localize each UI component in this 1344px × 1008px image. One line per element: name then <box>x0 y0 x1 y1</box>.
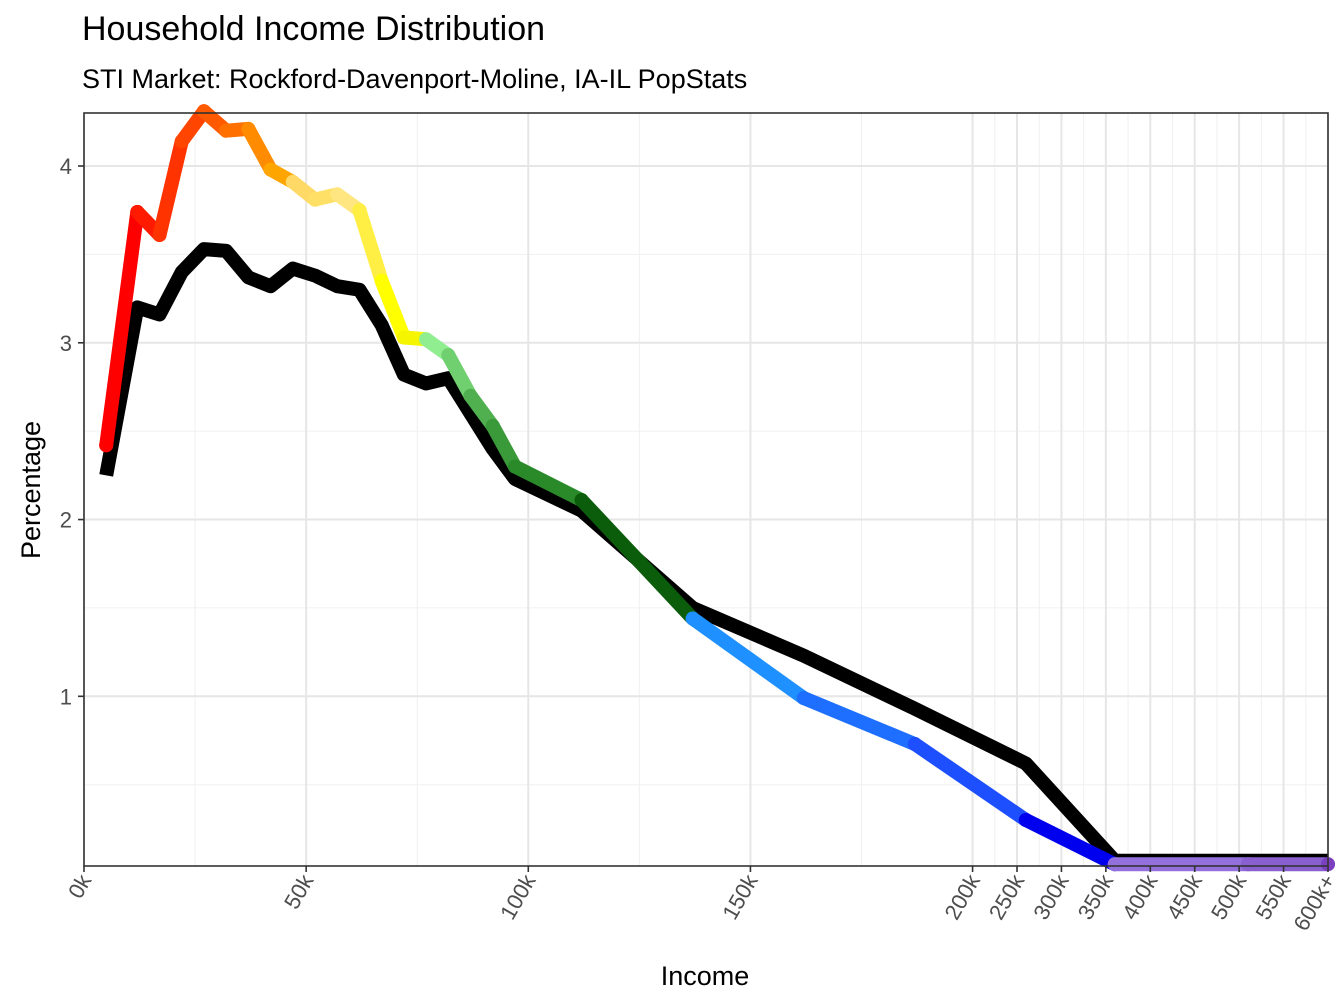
y-tick-label: 1 <box>60 684 72 709</box>
colored-series-point <box>263 162 278 177</box>
colored-series-point <box>99 438 114 453</box>
colored-series-segment <box>352 203 389 288</box>
colored-series-point <box>130 204 145 219</box>
colored-series-point <box>1241 857 1256 872</box>
colored-series-segment <box>241 121 278 177</box>
colored-series-point <box>796 691 811 706</box>
colored-series-point <box>441 348 456 363</box>
colored-series-point <box>152 227 167 242</box>
data-lines <box>99 104 1335 872</box>
plot-panel-border <box>83 112 1329 867</box>
y-tick-label: 4 <box>60 154 72 179</box>
colored-series-point <box>241 121 256 136</box>
colored-series-point <box>685 611 700 626</box>
x-tick-label: 350k <box>1073 869 1119 924</box>
minor-gridlines <box>84 113 1328 866</box>
x-axis-ticks: 0k 50k 100k 150k 200k250k300k350k400k450k500… <box>63 866 1340 935</box>
x-tick-label: 150k <box>717 869 763 924</box>
black-series-line <box>99 242 1328 868</box>
colored-series-segment <box>1018 813 1122 872</box>
colored-series-segment <box>99 204 145 453</box>
colored-series-segment <box>796 691 922 752</box>
colored-series-point <box>174 134 189 149</box>
major-gridlines <box>83 113 1329 866</box>
x-tick-label: 600k+ <box>1288 870 1340 935</box>
y-axis-label: Percentage <box>16 421 46 559</box>
x-axis-label: Income <box>661 961 750 991</box>
x-tick-label: 400k <box>1117 869 1163 924</box>
x-tick-label: 0k <box>63 869 97 902</box>
colored-series-point <box>374 273 389 288</box>
colored-series-point <box>907 737 922 752</box>
colored-series-point <box>485 418 500 433</box>
colored-series-segment <box>374 273 411 345</box>
colored-series-point <box>352 203 367 218</box>
colored-series-point <box>219 123 234 138</box>
y-tick-label: 2 <box>60 508 72 533</box>
colored-series-segment <box>907 737 1033 828</box>
colored-series-point <box>330 187 345 202</box>
x-tick-label: 500k <box>1206 869 1252 924</box>
colored-series-point <box>196 104 211 119</box>
y-axis-ticks: 1 2 3 4 <box>60 154 84 709</box>
colored-series-segment <box>485 418 522 474</box>
chart-title: Household Income Distribution <box>82 10 546 48</box>
colored-series-point <box>308 192 323 207</box>
colored-series-point <box>285 174 300 189</box>
colored-series-point <box>419 332 434 347</box>
colored-series-point <box>1107 857 1122 872</box>
colored-series-segment <box>507 459 589 508</box>
colored-series-point <box>396 330 411 345</box>
colored-series-point <box>1018 813 1033 828</box>
y-tick-label: 3 <box>60 331 72 356</box>
x-tick-label: 50k <box>279 869 319 913</box>
x-tick-label: 550k <box>1250 869 1296 924</box>
colored-series-segment <box>441 348 478 403</box>
x-tick-label: 450k <box>1162 869 1208 924</box>
x-tick-label: 250k <box>984 869 1030 924</box>
chart-subtitle: STI Market: Rockford-Davenport-Moline, I… <box>82 64 748 94</box>
colored-series-point <box>574 493 589 508</box>
x-tick-label: 100k <box>495 869 541 924</box>
colored-series-point <box>507 459 522 474</box>
colored-series-segment <box>685 611 811 706</box>
colored-series-point <box>463 388 478 403</box>
x-tick-label: 300k <box>1028 869 1074 924</box>
x-tick-label: 200k <box>939 869 985 924</box>
colored-series-segment <box>574 493 700 626</box>
colored-series-segment <box>152 134 189 242</box>
